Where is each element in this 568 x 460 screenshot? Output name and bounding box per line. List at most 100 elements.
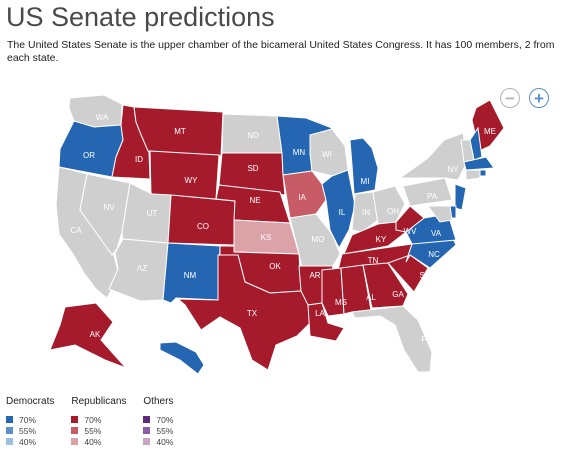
state-label-ks: KS — [261, 233, 272, 242]
state-label-oh: OH — [387, 207, 399, 216]
legend-item: 55% — [143, 425, 173, 436]
state-label-co: CO — [197, 222, 209, 231]
state-mo[interactable] — [289, 213, 341, 269]
legend-swatch — [71, 416, 79, 423]
state-label-tn: TN — [368, 256, 379, 265]
legend-label: 55% — [156, 425, 174, 436]
plus-icon: + — [534, 88, 544, 108]
state-label-ky: KY — [376, 235, 387, 244]
legend-group-others: Others 70% 55% 40% — [143, 396, 173, 447]
legend-title: Democrats — [6, 396, 55, 407]
state-pa[interactable] — [402, 177, 453, 207]
page-title: US Senate predictions — [6, 2, 275, 32]
state-ak[interactable] — [49, 302, 127, 369]
minus-icon: − — [505, 88, 515, 108]
legend-swatch — [71, 427, 79, 434]
state-label-me: ME — [484, 127, 496, 136]
state-label-al: AL — [366, 293, 376, 302]
state-label-ne: NE — [249, 196, 260, 205]
state-label-mo: MO — [312, 235, 325, 244]
state-tx[interactable] — [176, 254, 311, 371]
legend-item: 70% — [6, 414, 54, 425]
state-label-ny: NY — [447, 165, 459, 174]
state-label-wy: WY — [185, 176, 199, 185]
state-co[interactable] — [167, 194, 236, 246]
legend-label: 55% — [19, 425, 37, 436]
legend-title: Others — [143, 396, 174, 407]
legend-swatch — [143, 427, 151, 434]
state-il[interactable] — [321, 169, 356, 250]
state-label-mn: MN — [293, 148, 306, 157]
zoom-out-button[interactable]: − — [500, 88, 520, 108]
state-label-in: IN — [362, 208, 370, 217]
state-mt[interactable] — [133, 106, 224, 157]
state-md[interactable] — [427, 205, 453, 223]
page-subtitle: The United States Senate is the upper ch… — [7, 39, 555, 64]
state-label-tx: TX — [247, 309, 258, 318]
legend-swatch — [6, 438, 13, 445]
state-oh[interactable] — [372, 185, 406, 225]
state-label-nm: NM — [184, 271, 197, 280]
legend-swatch — [143, 416, 151, 423]
state-sd[interactable] — [218, 152, 286, 196]
state-label-ia: IA — [298, 193, 306, 202]
legend-title: Republicans — [71, 396, 127, 407]
state-hi[interactable] — [159, 341, 205, 375]
state-label-or: OR — [83, 151, 95, 160]
state-label-va: VA — [431, 229, 442, 238]
legend-label: 70% — [156, 414, 174, 425]
state-label-ak: AK — [90, 330, 101, 339]
state-label-sc: SC — [419, 271, 430, 280]
zoom-in-button[interactable]: + — [529, 88, 549, 108]
state-label-wv: WV — [404, 227, 418, 236]
state-label-ms: MS — [335, 298, 347, 307]
state-label-il: IL — [339, 208, 346, 217]
state-fl[interactable] — [351, 305, 433, 373]
legend-group-republicans: Republicans 70% 55% 40% — [71, 396, 126, 447]
state-label-ga: GA — [392, 290, 404, 299]
legend-item: 70% — [143, 414, 173, 425]
state-label-mt: MT — [174, 127, 186, 136]
state-label-ok: OK — [269, 262, 281, 271]
state-wv[interactable] — [395, 205, 425, 233]
legend: Democrats 70% 55% 40% Republicans 70% 55% 40% Ot… — [6, 396, 173, 447]
state-label-sd: SD — [247, 164, 258, 173]
state-ga[interactable] — [362, 262, 409, 309]
state-me[interactable] — [471, 99, 505, 152]
state-label-ar: AR — [309, 271, 320, 280]
state-ct[interactable] — [465, 169, 481, 181]
state-label-pa: PA — [427, 192, 438, 201]
legend-swatch — [6, 416, 13, 423]
legend-swatch — [71, 438, 79, 445]
legend-item: 70% — [71, 414, 126, 425]
legend-label: 40% — [19, 436, 37, 447]
state-ri[interactable] — [479, 169, 487, 177]
state-in[interactable] — [351, 191, 379, 233]
state-label-fl: FL — [421, 335, 431, 344]
legend-swatch — [6, 427, 13, 434]
legend-item: 40% — [6, 436, 54, 447]
legend-label: 40% — [156, 436, 174, 447]
state-label-nd: ND — [247, 131, 259, 140]
state-nj[interactable] — [454, 183, 467, 211]
legend-label: 70% — [19, 414, 37, 425]
legend-label: 40% — [84, 436, 102, 447]
state-label-ut: UT — [147, 209, 158, 218]
state-label-nc: NC — [428, 250, 440, 259]
state-wy[interactable] — [149, 150, 220, 200]
legend-item: 55% — [71, 425, 126, 436]
legend-item: 55% — [6, 425, 54, 436]
state-mi[interactable] — [349, 137, 379, 195]
state-label-ca: CA — [70, 226, 82, 235]
legend-label: 70% — [84, 414, 102, 425]
state-ma[interactable] — [463, 156, 495, 171]
state-label-id: ID — [135, 155, 143, 164]
state-ms[interactable] — [321, 267, 345, 317]
legend-label: 55% — [84, 425, 102, 436]
state-label-la: LA — [315, 309, 325, 318]
state-label-wi: WI — [322, 150, 332, 159]
legend-item: 40% — [143, 436, 173, 447]
state-sc[interactable] — [387, 254, 429, 293]
legend-swatch — [143, 438, 151, 445]
legend-item: 40% — [71, 436, 126, 447]
